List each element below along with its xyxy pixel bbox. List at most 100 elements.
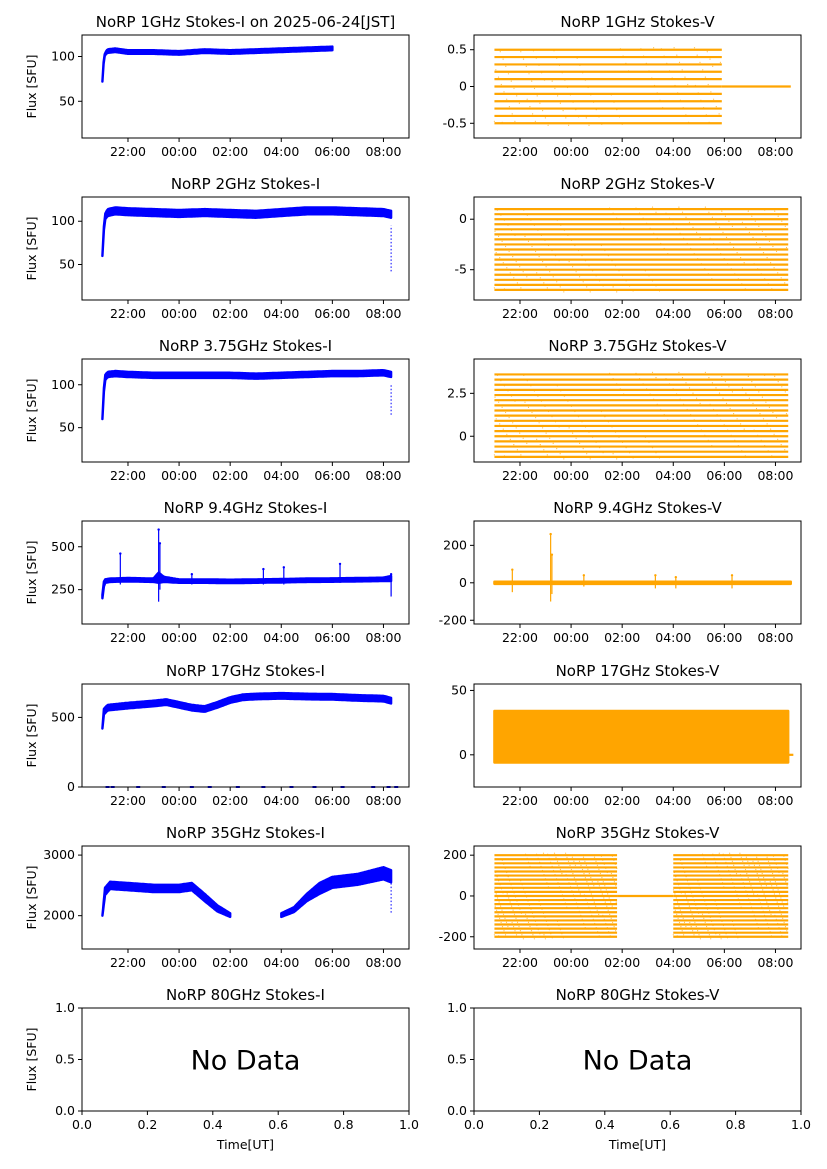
data-point <box>734 439 736 441</box>
data-point <box>516 95 518 97</box>
data-point <box>747 915 749 918</box>
data-point <box>769 864 771 866</box>
data-point <box>576 223 578 225</box>
data-point <box>591 881 593 883</box>
data-point <box>587 86 589 89</box>
data-point <box>723 424 725 426</box>
data-point <box>602 914 604 917</box>
data-point <box>503 455 505 457</box>
data-point <box>556 57 558 59</box>
data-point <box>601 877 603 879</box>
data-point <box>715 883 717 885</box>
data-point <box>528 883 530 885</box>
data-point <box>572 432 574 434</box>
data-point <box>590 409 593 412</box>
data-point <box>707 273 709 275</box>
data-point <box>500 380 502 382</box>
data-series-1 <box>280 866 393 919</box>
data-point <box>494 230 496 232</box>
data-point <box>620 85 622 88</box>
data-point <box>533 87 536 90</box>
data-point <box>677 901 679 903</box>
data-point <box>565 874 567 876</box>
data-point <box>761 230 764 232</box>
data-point <box>768 406 771 408</box>
data-point <box>720 938 722 940</box>
data-point <box>772 245 774 248</box>
data-point <box>547 244 550 247</box>
data-point <box>658 457 661 459</box>
data-point <box>615 885 617 887</box>
data-point <box>735 933 738 935</box>
data-point <box>784 282 786 284</box>
x-tick-label: 00:00 <box>161 630 197 645</box>
data-point <box>784 225 786 227</box>
data-point <box>735 873 738 875</box>
data-point <box>721 279 723 281</box>
data-point <box>759 246 761 249</box>
x-tick-label: 02:00 <box>604 306 640 321</box>
plot-area <box>493 371 789 460</box>
data-point <box>598 885 601 887</box>
data-point <box>763 893 765 895</box>
data-point <box>632 290 634 292</box>
data-point <box>603 897 605 899</box>
x-tick-label: 02:00 <box>212 793 248 808</box>
data-point <box>694 84 697 87</box>
data-point <box>511 866 513 869</box>
data-point <box>681 930 683 932</box>
data-point <box>682 867 685 870</box>
data-point <box>699 866 701 869</box>
data-point <box>598 116 600 118</box>
data-point <box>615 901 617 903</box>
data-point <box>536 95 538 97</box>
data-point <box>730 268 732 270</box>
data-point <box>496 909 498 911</box>
data-point <box>668 217 671 219</box>
data-point <box>764 278 766 280</box>
data-point <box>717 908 719 910</box>
data-point <box>675 897 677 899</box>
data-point <box>510 229 513 231</box>
data-point <box>749 923 752 926</box>
data-point <box>605 867 607 870</box>
x-tick-label: 08:00 <box>757 630 793 645</box>
data-point <box>514 875 516 877</box>
data-point <box>513 926 515 928</box>
data-point <box>768 240 771 242</box>
data-point <box>774 859 776 861</box>
data-point <box>718 226 721 228</box>
data-point <box>535 870 537 873</box>
data-point <box>559 868 562 871</box>
subplot-i4: NoRP 9.4GHz Stokes-I 250 500 22:00 00:00 02:0… <box>24 499 410 645</box>
data-point <box>545 266 547 268</box>
data-point <box>538 256 540 258</box>
data-point <box>691 892 693 894</box>
data-point <box>501 121 503 123</box>
data-point <box>786 901 789 903</box>
data-point <box>636 399 638 401</box>
data-spike-point <box>549 532 552 536</box>
data-point <box>558 64 561 66</box>
data-spike-point <box>654 574 657 577</box>
data-point <box>732 882 734 884</box>
data-point <box>559 286 561 288</box>
x-tick-label: 00:00 <box>553 306 589 321</box>
data-point <box>761 928 763 930</box>
data-point <box>532 895 535 897</box>
x-tick-label: 04:00 <box>655 630 691 645</box>
data-point <box>556 920 559 923</box>
x-tick-label: 22:00 <box>502 306 538 321</box>
data-point <box>655 285 657 287</box>
data-point <box>704 861 706 863</box>
data-point <box>777 438 779 440</box>
data-point <box>777 922 779 925</box>
data-point <box>527 921 530 924</box>
data-point <box>577 249 580 252</box>
data-point <box>706 887 708 889</box>
data-point <box>614 265 617 267</box>
y-tick-label: 2.5 <box>447 385 467 400</box>
data-point <box>770 262 772 264</box>
data-point <box>759 881 761 883</box>
x-tick-label: 02:00 <box>604 468 640 483</box>
